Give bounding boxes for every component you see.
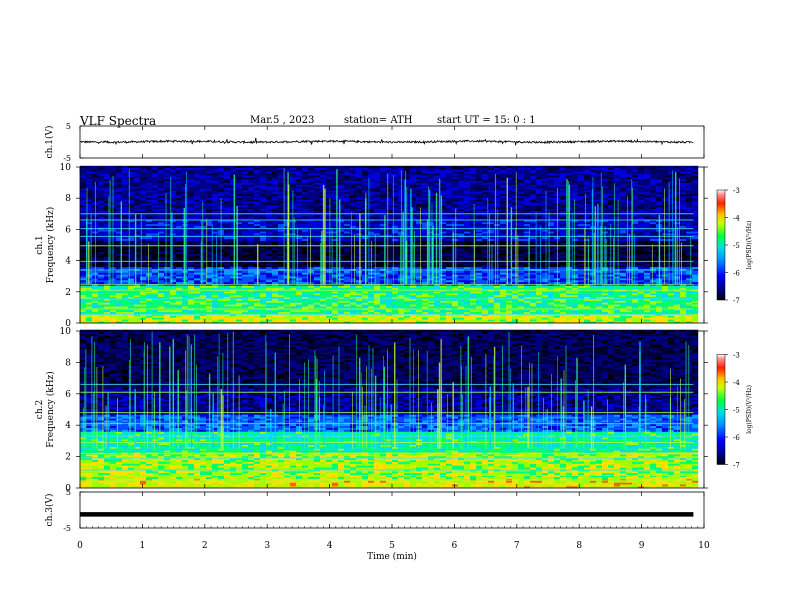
ch2-colorbar-tick: -6 (733, 434, 740, 442)
ch1-colorbar (716, 189, 726, 301)
ch1-ytick-label: 4 (65, 257, 71, 267)
x-tick-label: 3 (264, 541, 270, 551)
ch1-ytick-label: 0 (65, 319, 71, 329)
x-tick-label: 4 (327, 541, 333, 551)
ch1-colorbar-tick: -6 (733, 270, 740, 278)
ch3-ylabel: ch.3(V) (44, 494, 55, 527)
ch3-frame (79, 491, 705, 529)
ch2-colorbar (716, 354, 726, 465)
ch1-ylabel: ch.1(V) (44, 126, 55, 159)
ch2-ytick-label: 0 (65, 484, 71, 494)
ch2-spec-ylabel: ch.2Frequency (kHz) (35, 371, 56, 448)
x-tick-label: 10 (698, 541, 710, 551)
x-axis-label: Time (min) (367, 551, 417, 562)
ch3-ytick-label: -5 (63, 524, 71, 533)
ch1-colorbar-tick: -5 (733, 242, 740, 250)
ch2-ytick-label: 2 (65, 453, 71, 463)
ch3-ytick-label: 5 (66, 488, 71, 497)
ch1-colorbar-tick: -3 (733, 187, 740, 195)
ch1-colorbar-label: log(PSD)(V²/Hz) (746, 221, 753, 270)
ch2-ytick-label: 8 (65, 358, 71, 368)
station-label: station= ATH (344, 115, 413, 126)
ch2-spectrogram-image (80, 329, 704, 489)
ch1-ytick-label: 8 (65, 194, 71, 204)
x-tick-label: 8 (576, 541, 582, 551)
x-tick-label: 9 (639, 541, 645, 551)
x-tick-label: 5 (389, 541, 395, 551)
x-tick-label: 1 (140, 541, 146, 551)
ch2-colorbar-tick: -5 (733, 407, 740, 415)
ch1-colorbar-tick: -7 (733, 297, 740, 305)
x-tick-label: 6 (452, 541, 458, 551)
ch2-colorbar-tick: -3 (733, 352, 740, 360)
date-label: Mar.5 , 2023 (250, 115, 315, 126)
ch1-ytick-label: 5 (66, 122, 71, 131)
ch2-colorbar-label: log(PSD)(V²/Hz) (746, 385, 753, 434)
ch1-trace (79, 137, 694, 146)
x-tick-label: 0 (77, 541, 83, 551)
ch2-colorbar-tick: -7 (733, 462, 740, 470)
start-time-label: start UT = 15: 0 : 1 (437, 115, 536, 126)
plot-title: VLF Spectra (80, 114, 157, 128)
ch1-spectrogram-image (80, 165, 704, 324)
x-tick-label: 2 (202, 541, 208, 551)
ch1-colorbar-tick: -4 (733, 215, 740, 223)
ch2-ytick-label: 6 (65, 390, 71, 400)
ch1-spec-ylabel: ch.1Frequency (kHz) (35, 207, 56, 284)
ch2-ytick-label: 4 (65, 421, 71, 431)
x-tick-label: 7 (514, 541, 520, 551)
ch1-ytick-label: 10 (60, 163, 72, 173)
ch2-colorbar-tick: -4 (733, 379, 740, 387)
ch2-ytick-label: 10 (60, 327, 72, 337)
ch1-ytick-label: -5 (63, 154, 71, 163)
ch1-ytick-label: 2 (65, 288, 71, 298)
ch1-ytick-label: 6 (65, 225, 71, 235)
